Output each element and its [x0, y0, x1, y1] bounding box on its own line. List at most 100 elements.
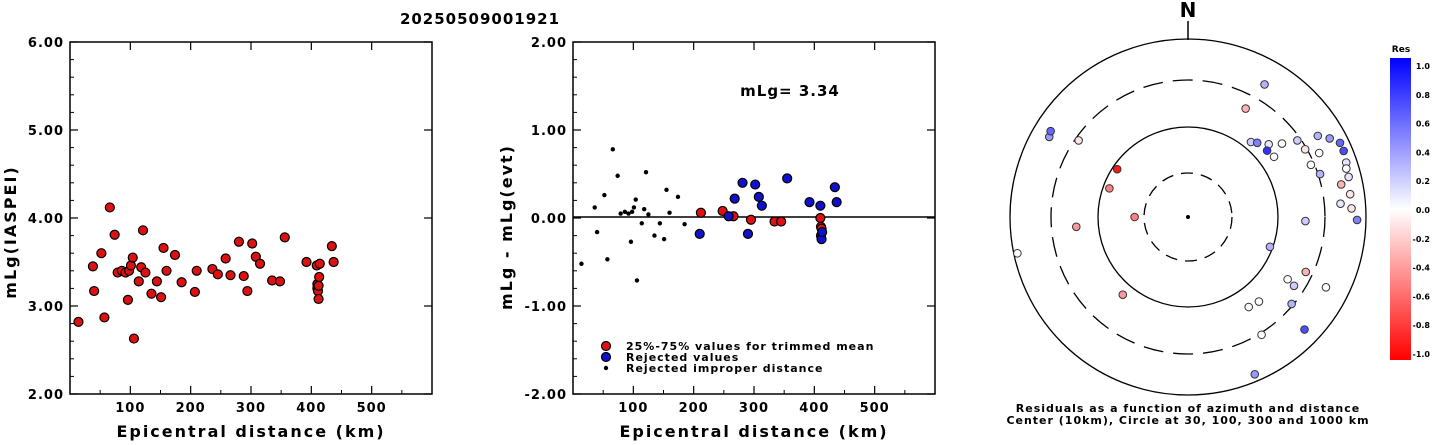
- panel1-point: [313, 293, 324, 305]
- station-marker: [1130, 212, 1139, 222]
- colorbar-tick-label: -1.0: [1413, 350, 1431, 359]
- p2-x-tick-label: 500: [860, 401, 890, 416]
- colorbar-tick-label: 0.6: [1416, 120, 1431, 129]
- colorbar-tick-label: -0.4: [1413, 264, 1431, 273]
- station-marker: [1252, 138, 1262, 148]
- station-marker: [1336, 199, 1345, 208]
- station-marker: [1352, 215, 1362, 225]
- panel1-point: [96, 248, 107, 259]
- panel-mlg-vs-distance: 100 200 300 400 500 2.00 3.00 4.00 5.00 6.00 Epi…: [1, 36, 433, 441]
- station-marker: [1074, 136, 1083, 145]
- panel2-point: [694, 228, 705, 239]
- panel1-point: [87, 261, 99, 272]
- panel-residual-vs-distance: 100 200 300 400 500 -2.00 -1.00 0.00 1.00 2.00 m…: [497, 36, 936, 441]
- colorbar-title: Res: [1392, 45, 1410, 55]
- panel2-point-small: [626, 211, 631, 216]
- panel1-point: [89, 285, 100, 297]
- panel1-points: [73, 202, 339, 344]
- colorbar-tick-label: 0.4: [1416, 148, 1431, 157]
- panel2-point: [817, 226, 828, 238]
- panel1-point: [158, 242, 169, 254]
- panel2-point: [750, 179, 761, 190]
- panel1-point: [73, 316, 84, 327]
- station-marker: [1254, 297, 1264, 306]
- station-marker: [1013, 248, 1022, 258]
- panel2-point: [723, 211, 734, 222]
- station-marker: [1306, 160, 1316, 170]
- panel1-frame: [69, 41, 433, 395]
- panel1-point: [128, 333, 140, 344]
- panel1-point: [313, 280, 324, 291]
- colorbar-tick-label: 1.0: [1416, 62, 1431, 71]
- station-marker: [1046, 126, 1055, 136]
- station-marker: [1313, 131, 1323, 141]
- legend-label: 25%-75% values for trimmed mean: [626, 340, 874, 353]
- panel1-point: [279, 232, 290, 243]
- station-marker: [1335, 138, 1345, 148]
- panel2-point: [782, 173, 793, 184]
- p1-y-tick-label: 4.00: [28, 212, 64, 227]
- panel2-point: [829, 182, 840, 193]
- p1-y-tick-label: 5.00: [28, 124, 64, 139]
- panel2-point-small: [605, 257, 610, 262]
- p1-y-tick-label: 2.00: [28, 388, 64, 403]
- panel1-point: [220, 253, 231, 264]
- panel2-point-small: [631, 205, 637, 210]
- p2-y-tick-label: 2.00: [531, 36, 567, 51]
- panel2-annotation: mLg= 3.34: [740, 82, 840, 100]
- station-marker: [1244, 302, 1254, 312]
- station-marker: [1347, 204, 1356, 213]
- panel1-point: [140, 267, 151, 278]
- panel2-point: [776, 216, 787, 227]
- panel2-y-label: mLg - mLg(evt): [497, 144, 516, 310]
- panel1-point: [151, 276, 162, 287]
- panel2-point-small: [675, 194, 681, 200]
- p2-x-tick-label: 100: [618, 401, 648, 416]
- panel2-point: [742, 228, 754, 239]
- panel1-point: [274, 276, 286, 287]
- station-markers: [1013, 80, 1362, 379]
- station-marker: [1344, 172, 1353, 182]
- panel2-point: [695, 207, 707, 218]
- station-marker: [1260, 80, 1269, 89]
- legend-marker: [600, 351, 612, 363]
- station-marker: [1269, 152, 1279, 162]
- panel2-point-small: [643, 170, 649, 175]
- ring-outer: [1009, 38, 1367, 396]
- legend-marker: [603, 365, 609, 371]
- polar-caption-line1: Residuals as a function of azimuth and d…: [1016, 402, 1360, 415]
- panel2-point-small: [641, 207, 647, 212]
- panel1-point: [189, 286, 200, 298]
- residual-colorbar: Res 1.0 0.8 0.6 0.4 0.2 0.0 -0.2 -0.4 -0.6 -0.8 -1…: [1390, 45, 1430, 360]
- station-marker: [1250, 369, 1260, 379]
- colorbar-tick-label: -0.2: [1413, 235, 1431, 244]
- panel2-point: [815, 200, 826, 211]
- panel2-point-small: [610, 147, 616, 152]
- station-marker: [1283, 274, 1292, 284]
- colorbar-tick-label: 0.0: [1416, 206, 1431, 215]
- station-marker: [1321, 283, 1331, 292]
- station-marker: [1301, 267, 1311, 277]
- panel2-point-small: [646, 212, 651, 217]
- panel2-point-small: [657, 221, 663, 226]
- station-marker: [1336, 180, 1346, 189]
- panel1-point: [104, 202, 115, 213]
- p1-x-tick-label: 100: [115, 401, 145, 416]
- colorbar-ticks: 1.0 0.8 0.6 0.4 0.2 0.0 -0.2 -0.4 -0.6 -0.8 -1.0: [1413, 62, 1431, 359]
- panel2-legend: 25%-75% values for trimmed meanRejected …: [600, 340, 874, 375]
- colorbar-tick-label: 0.2: [1416, 177, 1430, 186]
- legend-marker: [600, 340, 612, 352]
- panel1-point: [99, 312, 110, 323]
- panel1-point: [127, 252, 138, 263]
- p2-x-tick-label: 300: [739, 401, 769, 416]
- colorbar-gradient: [1390, 58, 1411, 360]
- panel2-point-small: [615, 173, 620, 178]
- station-marker: [1325, 134, 1334, 143]
- station-marker: [1339, 146, 1348, 156]
- legend-label: Rejected values: [626, 351, 739, 364]
- distance-rings: [1009, 38, 1367, 396]
- panel2-point-small: [629, 209, 635, 215]
- p1-x-tick-label: 300: [236, 401, 266, 416]
- panel1-point: [328, 256, 339, 268]
- panel2-point-small: [682, 221, 687, 227]
